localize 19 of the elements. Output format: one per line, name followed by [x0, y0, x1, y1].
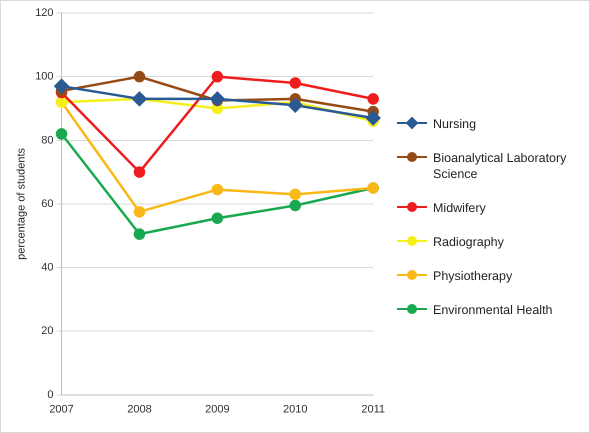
y-tick-label: 100 — [35, 70, 54, 83]
y-tick-label: 0 — [47, 388, 54, 401]
y-axis-title: percentage of students — [16, 147, 28, 260]
x-tick-label: 2011 — [361, 403, 385, 416]
y-tick-label: 120 — [35, 7, 54, 20]
legend-label: Environmental Health — [433, 302, 553, 318]
x-tick-label: 2007 — [49, 403, 74, 416]
legend-label: Radiography — [433, 234, 504, 250]
x-tick-label: 2008 — [127, 403, 152, 416]
legend-label: Nursing — [433, 116, 476, 132]
legend-label: Physiotherapy — [433, 268, 512, 284]
x-tick-label: 2009 — [205, 403, 230, 416]
y-tick-label: 20 — [41, 325, 54, 338]
legend-label: Bioanalytical Laboratory Science — [433, 150, 568, 182]
y-tick-label: 80 — [41, 134, 54, 146]
y-tick-label: 60 — [41, 198, 54, 210]
legend-label: Midwifery — [433, 200, 486, 216]
y-tick-label: 40 — [41, 262, 54, 274]
x-tick-label: 2010 — [283, 403, 308, 416]
